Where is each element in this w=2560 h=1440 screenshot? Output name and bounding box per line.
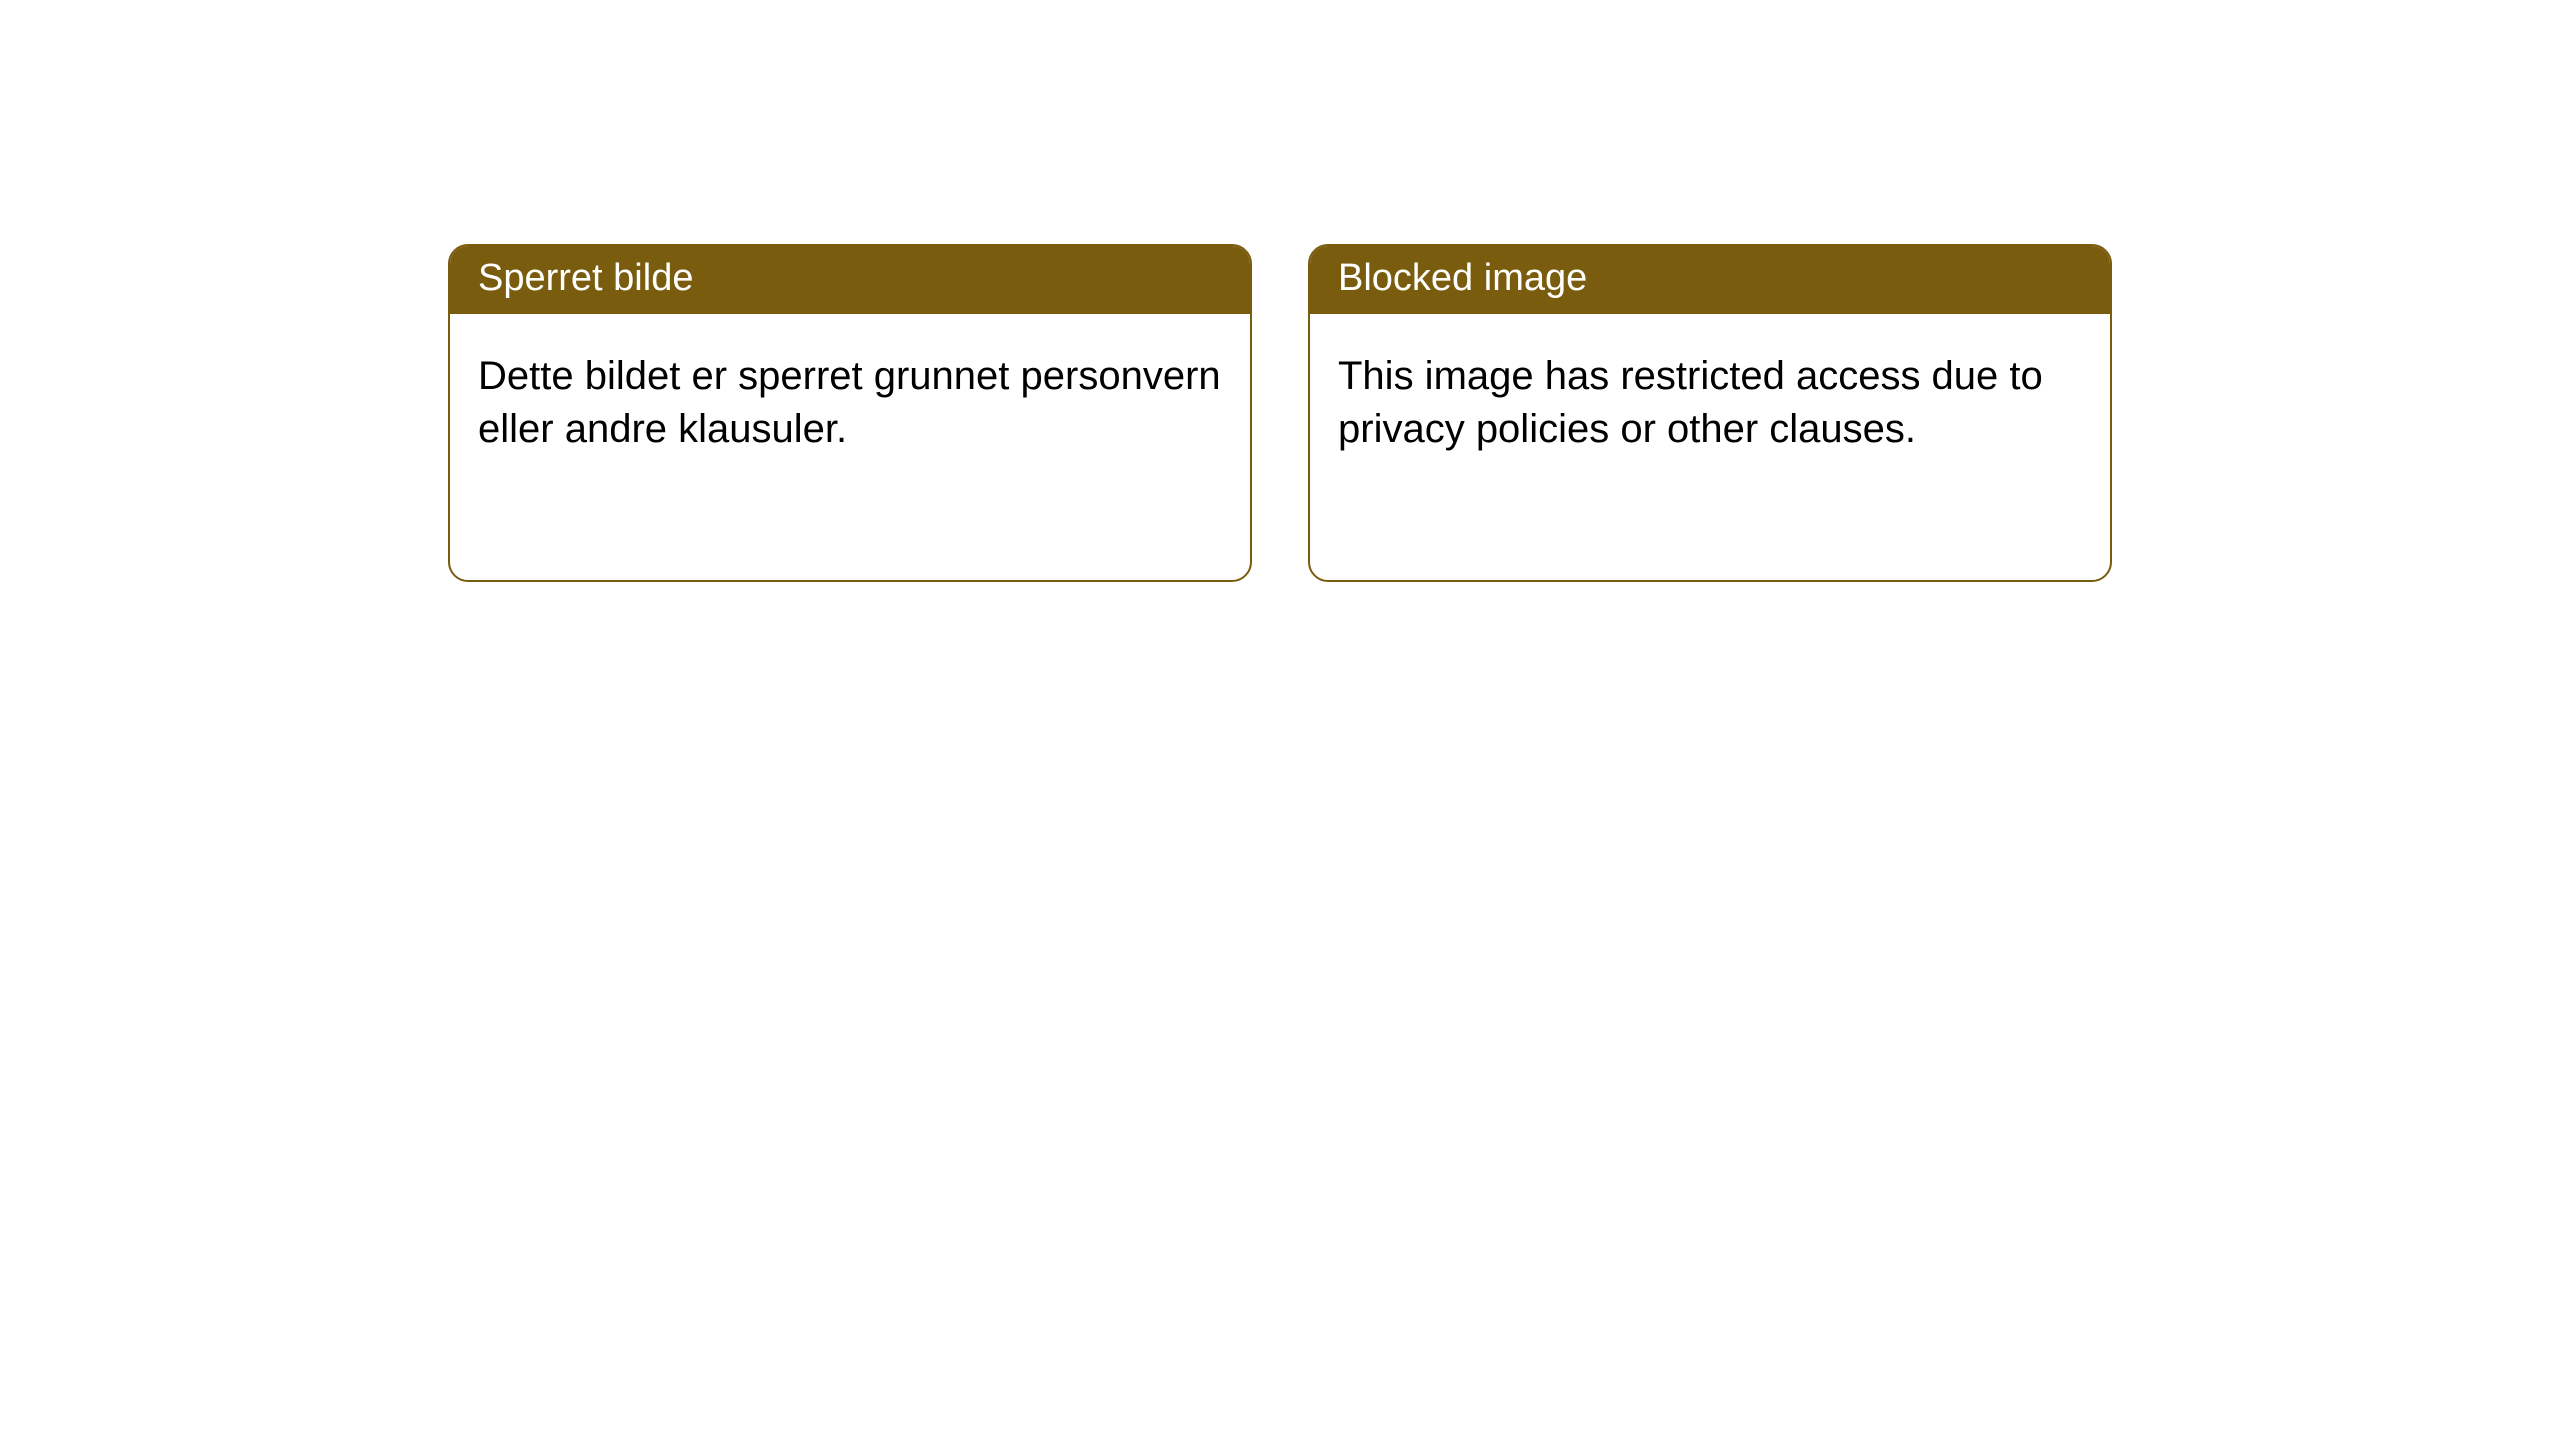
notice-header: Sperret bilde — [450, 246, 1250, 314]
notice-card-norwegian: Sperret bilde Dette bildet er sperret gr… — [448, 244, 1252, 582]
notice-card-english: Blocked image This image has restricted … — [1308, 244, 2112, 582]
notice-body: Dette bildet er sperret grunnet personve… — [450, 314, 1250, 485]
notice-body: This image has restricted access due to … — [1310, 314, 2110, 485]
notice-container: Sperret bilde Dette bildet er sperret gr… — [448, 244, 2112, 582]
notice-header: Blocked image — [1310, 246, 2110, 314]
